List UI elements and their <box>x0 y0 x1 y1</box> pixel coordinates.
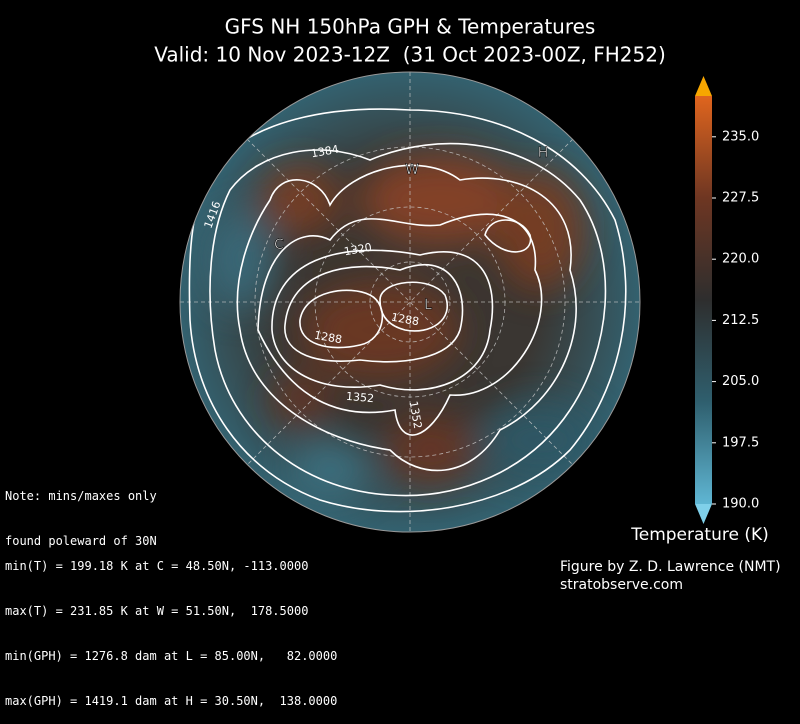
colorbar-tick-label: 190.0 <box>722 497 759 512</box>
figure: GFS NH 150hPa GPH & Temperatures Valid: … <box>154 15 781 594</box>
contour-label: 1384 <box>310 143 340 161</box>
map-marker: C <box>274 237 284 253</box>
stats-line: max(GPH) = 1419.1 dam at H = 30.50N, 138… <box>5 694 338 708</box>
colorbar-extend-max <box>695 76 712 96</box>
note: Note: mins/maxes only found poleward of … <box>5 459 157 564</box>
subtitle: Valid: 10 Nov 2023-12Z (31 Oct 2023-00Z,… <box>154 43 666 67</box>
colorbar-extend-min <box>695 504 712 524</box>
contour-label: 1288 <box>390 311 420 329</box>
colorbar-tick-label: 227.5 <box>722 191 759 206</box>
colorbar-label: Temperature (K) <box>630 525 769 545</box>
title: GFS NH 150hPa GPH & Temperatures <box>225 15 596 39</box>
colorbar-tick-label: 205.0 <box>722 374 759 389</box>
contour-label: 1320 <box>343 241 373 259</box>
note-line: Note: mins/maxes only <box>5 489 157 503</box>
map-border <box>179 71 641 533</box>
contour-label: 1352 <box>346 390 375 405</box>
stats-line: max(T) = 231.85 K at W = 51.50N, 178.500… <box>5 604 309 618</box>
page: GFS NH 150hPa GPH & Temperatures Valid: … <box>5 14 781 708</box>
colorbar <box>695 96 712 504</box>
contour-label: 1352 <box>407 400 425 430</box>
map-marker: W <box>405 162 419 178</box>
note-line: found poleward of 30N <box>5 534 157 548</box>
stats-line: min(T) = 199.18 K at C = 48.50N, -113.00… <box>5 559 309 573</box>
colorbar-tick-label: 220.0 <box>722 252 759 267</box>
map <box>180 72 640 532</box>
colorbar-tick-label: 235.0 <box>722 129 759 144</box>
contour-label: 1288 <box>313 329 343 347</box>
stats: min(T) = 199.18 K at C = 48.50N, -113.00… <box>5 529 337 724</box>
colorbar-tick-label: 197.5 <box>722 435 759 450</box>
credit: stratobserve.com <box>560 577 683 593</box>
stats-line: min(GPH) = 1276.8 dam at L = 85.00N, 82.… <box>5 649 338 663</box>
map-marker: H <box>538 145 549 161</box>
map-marker: L <box>424 297 432 313</box>
colorbar-tick-label: 212.5 <box>722 313 759 328</box>
credit: Figure by Z. D. Lawrence (NMT) <box>560 559 781 575</box>
